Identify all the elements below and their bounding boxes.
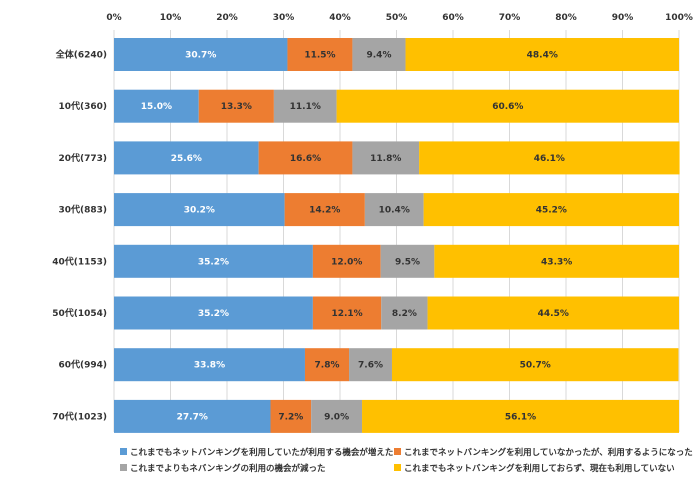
bar-segment	[349, 348, 392, 382]
data-label: 10.4%	[379, 206, 410, 216]
bar-segment	[312, 296, 382, 330]
data-label: 14.2%	[309, 206, 340, 216]
legend-swatch	[394, 464, 401, 471]
category-label: 50代(1054)	[52, 307, 107, 319]
legend-swatch	[120, 448, 127, 455]
bar-segment	[273, 89, 337, 123]
data-label: 56.1%	[505, 412, 536, 422]
data-label: 46.1%	[534, 154, 565, 164]
data-label: 50.7%	[520, 361, 551, 371]
data-label: 43.3%	[541, 257, 572, 267]
category-label: 30代(883)	[58, 204, 107, 216]
x-tick-label: 50%	[386, 13, 408, 23]
data-label: 25.6%	[171, 154, 202, 164]
category-label: 60代(994)	[58, 359, 107, 371]
data-label: 35.2%	[198, 309, 229, 319]
data-label: 16.6%	[290, 154, 321, 164]
bar-segment	[336, 89, 679, 123]
x-axis-ticks: 0% 10% 20% 30% 40% 50% 60% 70% 80% 90% 100%	[106, 13, 693, 23]
data-label: 11.5%	[304, 51, 335, 61]
data-label: 30.2%	[184, 206, 215, 216]
category-label: 全体(6240)	[55, 49, 107, 61]
legend-label: これまでよりもネバンキングの利用の機会が減った	[130, 463, 326, 474]
x-tick-label: 80%	[555, 13, 577, 23]
bar-segment	[311, 399, 363, 433]
bar-segment	[114, 399, 271, 433]
data-label: 11.8%	[370, 154, 401, 164]
data-label: 27.7%	[177, 412, 208, 422]
bar-segment	[114, 296, 313, 330]
data-label: 48.4%	[527, 51, 558, 61]
legend-label: これまでもネットバンキングを利用していたが利用する機会が増えた	[130, 447, 393, 458]
bar-segment	[352, 38, 406, 71]
legend-label: これまでもネットバンキングを利用しておらず、現在も利用していない	[404, 463, 675, 474]
legend-swatch	[120, 464, 127, 471]
bar-segment	[270, 399, 312, 433]
data-label: 45.2%	[536, 206, 567, 216]
x-tick-label: 40%	[329, 13, 351, 23]
x-tick-label: 10%	[160, 13, 182, 23]
data-label: 9.4%	[367, 51, 392, 61]
bar-segment	[284, 193, 365, 227]
data-label: 35.2%	[198, 257, 229, 267]
data-label: 60.6%	[492, 102, 523, 112]
x-tick-label: 30%	[273, 13, 295, 23]
bar-segment	[423, 193, 679, 227]
bar-segment	[405, 38, 679, 71]
category-label: 10代(360)	[58, 100, 107, 112]
bar-segment	[419, 141, 680, 175]
bar-segment	[198, 89, 274, 123]
bar-segment	[434, 244, 679, 278]
data-label: 7.6%	[358, 361, 383, 371]
bar-segment	[381, 296, 428, 330]
x-tick-label: 90%	[612, 13, 634, 23]
bar-segment	[114, 348, 305, 382]
data-label: 13.3%	[221, 102, 252, 112]
bar-segment	[258, 141, 353, 175]
bar-segment	[114, 244, 313, 278]
bar-segment	[352, 141, 420, 175]
bar-segment	[391, 348, 679, 382]
x-tick-label: 60%	[442, 13, 464, 23]
data-label: 30.7%	[185, 51, 216, 61]
bar-segment	[364, 193, 424, 227]
bar-segment	[114, 193, 285, 227]
legend-label: これまでネットバンキングを利用していなかったが、利用するようになった	[404, 447, 693, 458]
x-tick-label: 0%	[106, 13, 121, 23]
bar-segment	[114, 89, 199, 123]
data-label: 7.2%	[278, 412, 303, 422]
bars: 30.7% 11.5% 9.4% 48.4% 15.0% 13.3% 11.1% 60.6% 2…	[114, 38, 680, 433]
bar-segment	[304, 348, 350, 382]
x-tick-label: 20%	[216, 13, 238, 23]
data-label: 12.1%	[331, 309, 362, 319]
bar-segment	[362, 399, 679, 433]
bar-segment	[114, 141, 259, 175]
bar-segment	[312, 244, 381, 278]
category-label: 20代(773)	[58, 152, 107, 164]
bar-segment	[427, 296, 679, 330]
bar-segment	[380, 244, 435, 278]
data-label: 11.1%	[290, 102, 321, 112]
legend: これまでもネットバンキングを利用していたが利用する機会が増えた これまでネットバン…	[120, 447, 693, 474]
category-label: 70代(1023)	[52, 410, 107, 422]
category-label: 40代(1153)	[52, 255, 107, 267]
data-label: 44.5%	[538, 309, 569, 319]
x-tick-label: 70%	[499, 13, 521, 23]
data-label: 7.8%	[315, 361, 340, 371]
data-label: 15.0%	[141, 102, 172, 112]
x-tick-label: 100%	[665, 13, 693, 23]
legend-swatch	[394, 448, 401, 455]
data-label: 8.2%	[392, 309, 417, 319]
data-label: 33.8%	[194, 361, 225, 371]
data-label: 9.5%	[395, 257, 420, 267]
bar-segment	[287, 38, 353, 71]
category-labels: 全体(6240) 10代(360) 20代(773) 30代(883) 40代(1153…	[52, 49, 107, 423]
bar-segment	[114, 38, 288, 71]
data-label: 12.0%	[331, 257, 362, 267]
data-label: 9.0%	[324, 412, 349, 422]
